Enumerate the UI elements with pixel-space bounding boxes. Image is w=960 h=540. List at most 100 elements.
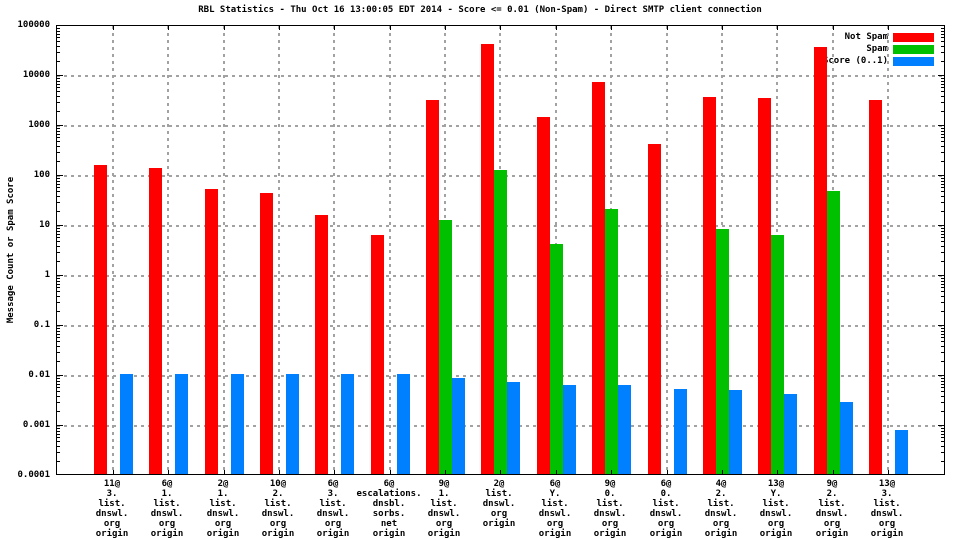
y-tick-label: 100000 <box>17 20 50 30</box>
y-minor-tick <box>941 228 944 230</box>
legend-label: Spam <box>866 44 888 54</box>
y-minor-tick <box>57 233 60 235</box>
x-tick-top <box>500 26 501 30</box>
y-minor-tick <box>57 402 60 404</box>
y-minor-tick <box>57 380 60 382</box>
y-minor-tick <box>941 141 944 143</box>
y-minor-tick <box>57 287 60 289</box>
y-major-tick <box>938 75 944 76</box>
y-minor-tick <box>57 60 60 62</box>
y-major-tick <box>938 125 944 126</box>
y-minor-tick <box>57 141 60 143</box>
x-tick-bottom <box>888 470 889 474</box>
y-minor-tick <box>941 310 944 312</box>
x-tick-bottom <box>390 470 391 474</box>
bar-score-0-1-5 <box>397 374 410 474</box>
y-major-tick <box>938 425 944 426</box>
x-gridline <box>167 26 170 474</box>
y-minor-tick <box>941 328 944 330</box>
y-minor-tick <box>941 452 944 454</box>
y-minor-tick <box>57 337 60 339</box>
y-minor-tick <box>941 460 944 462</box>
bar-not-spam-10 <box>648 143 661 474</box>
y-minor-tick <box>57 202 60 204</box>
y-minor-tick <box>57 345 60 347</box>
y-minor-tick <box>57 128 60 130</box>
x-tick-bottom <box>445 470 446 474</box>
legend-label: Score (0..1) <box>822 56 888 66</box>
x-gridline <box>665 26 668 474</box>
x-tick-top <box>888 26 889 30</box>
y-minor-tick <box>941 45 944 47</box>
y-minor-tick <box>57 102 60 104</box>
y-minor-tick <box>941 280 944 282</box>
x-tick-top <box>113 26 114 30</box>
y-minor-tick <box>57 133 60 135</box>
y-minor-tick <box>941 380 944 382</box>
y-minor-tick <box>941 52 944 54</box>
y-minor-tick <box>57 52 60 54</box>
x-gridline <box>333 26 336 474</box>
x-axis-label-3: 10@ 2. list. dnswl. org origin <box>261 479 295 539</box>
x-tick-top <box>168 26 169 30</box>
y-minor-tick <box>57 441 60 443</box>
x-tick-bottom <box>611 470 612 474</box>
y-minor-tick <box>57 241 60 243</box>
y-minor-tick <box>57 228 60 230</box>
y-minor-tick <box>57 283 60 285</box>
bar-not-spam-2 <box>205 189 218 474</box>
y-minor-tick <box>941 260 944 262</box>
bar-score-0-1-7 <box>507 381 520 474</box>
y-minor-tick <box>941 183 944 185</box>
x-tick-bottom <box>500 470 501 474</box>
y-minor-tick <box>57 195 60 197</box>
x-tick-bottom <box>833 470 834 474</box>
y-minor-tick <box>941 330 944 332</box>
y-minor-tick <box>57 137 60 139</box>
x-tick-top <box>390 26 391 30</box>
y-minor-tick <box>941 33 944 35</box>
bar-spam-12 <box>771 235 784 474</box>
y-minor-tick <box>57 328 60 330</box>
bar-spam-7 <box>494 170 507 474</box>
y-minor-tick <box>941 437 944 439</box>
y-minor-tick <box>57 91 60 93</box>
x-tick-top <box>667 26 668 30</box>
y-minor-tick <box>941 37 944 39</box>
y-minor-tick <box>57 180 60 182</box>
x-axis-label-9: 9@ 0. list. dnswl. org origin <box>593 479 627 539</box>
y-minor-tick <box>941 445 944 447</box>
bar-score-0-1-1 <box>175 374 188 474</box>
y-minor-tick <box>941 283 944 285</box>
bar-spam-6 <box>439 220 452 474</box>
y-minor-tick <box>941 345 944 347</box>
bar-spam-8 <box>550 243 563 474</box>
y-minor-tick <box>57 130 60 132</box>
y-minor-tick <box>57 45 60 47</box>
y-minor-tick <box>941 278 944 280</box>
y-minor-tick <box>941 91 944 93</box>
y-minor-tick <box>941 333 944 335</box>
y-minor-tick <box>57 452 60 454</box>
x-tick-bottom <box>722 470 723 474</box>
y-minor-tick <box>57 95 60 97</box>
legend-item-spam: Spam <box>823 44 934 54</box>
y-minor-tick <box>941 137 944 139</box>
y-minor-tick <box>941 60 944 62</box>
x-axis-label-11: 4@ 2. list. dnswl. org origin <box>704 479 738 539</box>
y-minor-tick <box>941 252 944 254</box>
legend-swatch-not-spam <box>893 32 934 42</box>
y-tick-label: 100 <box>33 170 50 180</box>
y-minor-tick <box>57 352 60 354</box>
bar-not-spam-4 <box>315 215 328 474</box>
y-minor-tick <box>57 78 60 80</box>
x-tick-top <box>722 26 723 30</box>
x-tick-bottom <box>777 470 778 474</box>
y-minor-tick <box>57 183 60 185</box>
y-minor-tick <box>941 102 944 104</box>
y-major-tick <box>57 425 63 426</box>
bar-not-spam-8 <box>537 116 550 474</box>
x-tick-top <box>334 26 335 30</box>
bar-spam-13 <box>827 191 840 474</box>
x-axis-label-12: 13@ Y. list. dnswl. org origin <box>759 479 793 539</box>
